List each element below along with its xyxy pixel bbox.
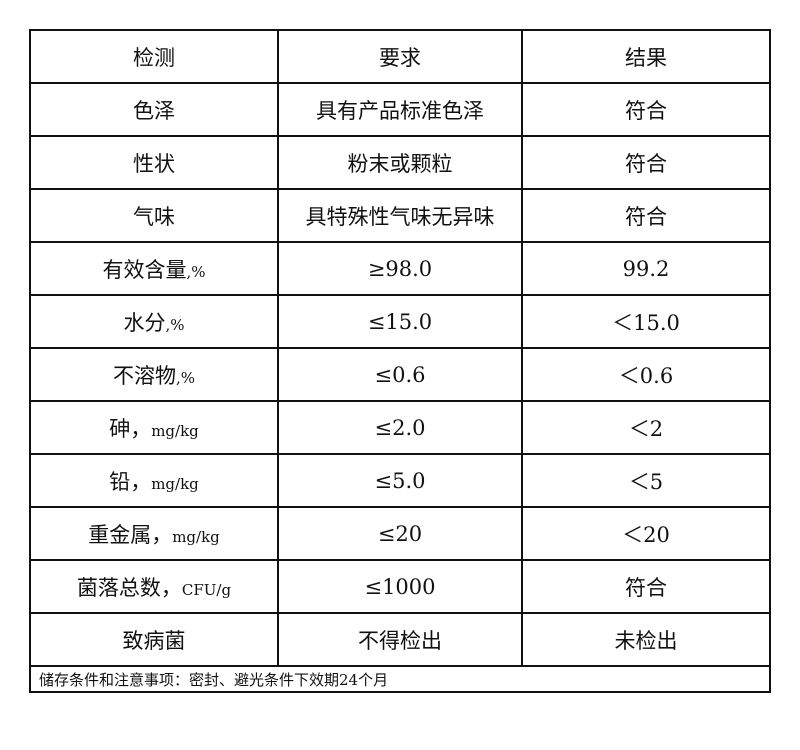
requirement: 具特殊性气味无异味	[277, 188, 523, 243]
result: 符合	[521, 559, 771, 614]
requirement: ≤2.0	[277, 400, 523, 455]
test-item: 致病菌	[29, 612, 279, 667]
storage-note: 储存条件和注意事项：密封、避光条件下效期24个月	[29, 665, 771, 693]
table-row: 性状 粉末或颗粒 符合	[29, 135, 771, 190]
table-row: 气味 具特殊性气味无异味 符合	[29, 188, 771, 243]
test-item: 砷，mg/kg	[29, 400, 279, 455]
requirement: ≤20	[277, 506, 523, 561]
table-row: 砷，mg/kg ≤2.0 ＜2	[29, 400, 771, 455]
item-unit: mg/kg	[172, 527, 220, 546]
test-item: 性状	[29, 135, 279, 190]
requirement: ≥98.0	[277, 241, 523, 296]
result: 99.2	[521, 241, 771, 296]
table-row: 不溶物,% ≤0.6 ＜0.6	[29, 347, 771, 402]
item-name: 有效含量	[102, 257, 187, 282]
test-item: 气味	[29, 188, 279, 243]
item-unit: ,%	[165, 315, 185, 334]
table-row: 菌落总数，CFU/g ≤1000 符合	[29, 559, 771, 614]
item-name: 性状	[133, 151, 175, 176]
requirement: ≤15.0	[277, 294, 523, 349]
item-unit: mg/kg	[151, 421, 199, 440]
test-item: 水分,%	[29, 294, 279, 349]
item-unit: CFU/g	[181, 580, 232, 599]
requirement: 粉末或颗粒	[277, 135, 523, 190]
item-name: 水分	[123, 310, 166, 335]
table-row: 致病菌 不得检出 未检出	[29, 612, 771, 667]
item-unit: ,%	[186, 262, 206, 281]
test-item: 菌落总数，CFU/g	[29, 559, 279, 614]
item-name: 气味	[133, 204, 175, 229]
result: ＜15.0	[521, 294, 771, 349]
requirement: 具有产品标准色泽	[277, 82, 523, 137]
header-test: 检测	[29, 29, 279, 84]
footer-row: 储存条件和注意事项：密封、避光条件下效期24个月	[29, 665, 771, 693]
result: ＜0.6	[521, 347, 771, 402]
table-row: 重金属，mg/kg ≤20 ＜20	[29, 506, 771, 561]
quality-table: 检测 要求 结果 色泽 具有产品标准色泽 符合 性状 粉末或颗粒 符合 气味 具特殊…	[29, 29, 771, 693]
table-row: 水分,% ≤15.0 ＜15.0	[29, 294, 771, 349]
header-result: 结果	[521, 29, 771, 84]
result: 符合	[521, 135, 771, 190]
item-name: 铅，	[109, 469, 152, 494]
result: 未检出	[521, 612, 771, 667]
table-row: 色泽 具有产品标准色泽 符合	[29, 82, 771, 137]
item-unit: mg/kg	[151, 474, 199, 493]
requirement: ≤5.0	[277, 453, 523, 508]
table-header-row: 检测 要求 结果	[29, 29, 771, 84]
item-name: 色泽	[133, 98, 175, 123]
item-name: 重金属，	[88, 522, 173, 547]
result: 符合	[521, 82, 771, 137]
result: ＜5	[521, 453, 771, 508]
table-row: 有效含量,% ≥98.0 99.2	[29, 241, 771, 296]
requirement: ≤0.6	[277, 347, 523, 402]
item-name: 砷，	[109, 416, 152, 441]
test-item: 重金属，mg/kg	[29, 506, 279, 561]
result: 符合	[521, 188, 771, 243]
item-name: 菌落总数，	[76, 575, 182, 600]
test-item: 色泽	[29, 82, 279, 137]
requirement: ≤1000	[277, 559, 523, 614]
test-item: 不溶物,%	[29, 347, 279, 402]
table-row: 铅，mg/kg ≤5.0 ＜5	[29, 453, 771, 508]
result: ＜20	[521, 506, 771, 561]
header-requirement: 要求	[277, 29, 523, 84]
test-item: 有效含量,%	[29, 241, 279, 296]
result: ＜2	[521, 400, 771, 455]
test-item: 铅，mg/kg	[29, 453, 279, 508]
item-name: 不溶物	[112, 363, 176, 388]
requirement: 不得检出	[277, 612, 523, 667]
item-unit: ,%	[175, 368, 196, 387]
item-name: 致病菌	[122, 628, 186, 653]
